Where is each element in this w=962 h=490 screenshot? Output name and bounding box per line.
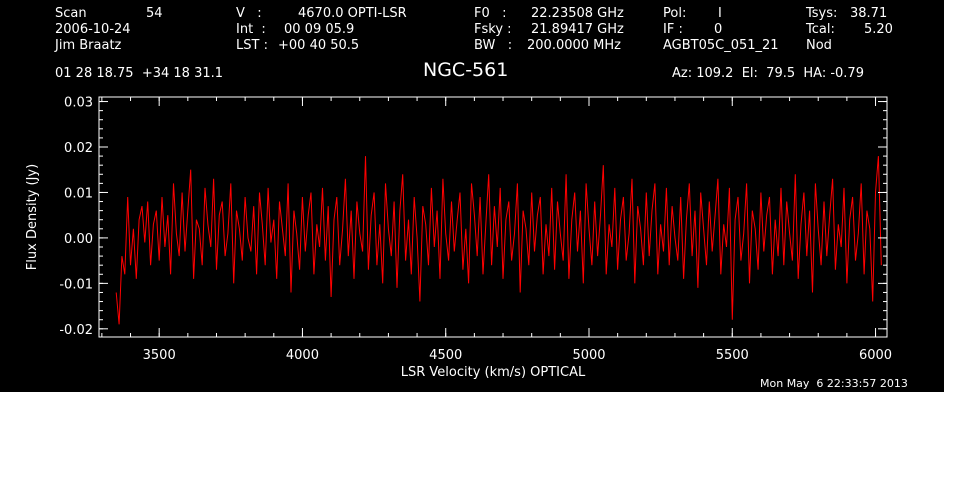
x-tick-label: 4000 [286, 348, 319, 363]
x-tick-label: 5500 [716, 348, 749, 363]
plot-frame [98, 96, 888, 338]
velocity-label: V : [236, 6, 262, 21]
pol-value: I [718, 6, 722, 21]
x-tick-label: 3500 [143, 348, 176, 363]
observer-name: Jim Braatz [55, 38, 122, 53]
timestamp: Mon May 6 22:33:57 2013 [760, 377, 908, 390]
obs-mode: Nod [806, 38, 832, 53]
x-tick-label: 6000 [859, 348, 892, 363]
y-tick-label: 0.03 [64, 96, 93, 111]
x-axis-label: LSR Velocity (km/s) OPTICAL [401, 365, 586, 380]
velocity-value: 4670.0 OPTI-LSR [298, 6, 407, 21]
tsys-label: Tsys: [806, 6, 838, 21]
pointing-info: Az: 109.2 El: 79.5 HA: -0.79 [672, 66, 864, 81]
lst-label: LST : [236, 38, 268, 53]
int-label: Int : [236, 22, 266, 37]
spectrum-plot: 3500 4000 4500 5000 5500 6000 -0.02 -0.01 0.00 0.… [25, 96, 892, 380]
int-value: 00 09 05.9 [284, 22, 355, 37]
y-tick-label: 0.01 [64, 186, 93, 201]
project-id: AGBT05C_051_21 [663, 38, 779, 53]
if-label: IF : [663, 22, 683, 37]
y-tick-label: 0.00 [64, 232, 93, 247]
spectrum-line-0 [115, 156, 882, 325]
fsky-label: Fsky : [474, 22, 512, 37]
pol-label: Pol: [663, 6, 687, 21]
spectrum-trace [115, 156, 882, 325]
y-tick-label: -0.02 [59, 323, 93, 338]
scan-label: Scan [55, 6, 87, 21]
obs-date: 2006-10-24 [55, 22, 131, 37]
tsys-value: 38.71 [850, 6, 888, 21]
axis-ticks: 3500 4000 4500 5000 5500 6000 -0.02 -0.01 0.00 0.… [59, 96, 892, 363]
plot-window: Scan 54 V : 4670.0 OPTI-LSR F0 : 22.2350… [0, 0, 944, 392]
bw-label: BW : [474, 38, 513, 53]
y-tick-label: 0.02 [64, 141, 93, 156]
x-tick-label: 5000 [572, 348, 605, 363]
f0-label: F0 : [474, 6, 507, 21]
lst-value: +00 40 50.5 [278, 38, 360, 53]
bw-value: 200.0000 MHz [527, 38, 621, 53]
source-coordinates: 01 28 18.75 +34 18 31.1 [55, 66, 224, 81]
source-title: NGC-561 [423, 59, 509, 81]
if-value: 0 [714, 22, 723, 37]
f0-value: 22.23508 GHz [531, 6, 624, 21]
y-tick-label: -0.01 [59, 277, 93, 292]
y-axis-label: Flux Density (Jy) [25, 164, 40, 270]
scan-value: 54 [146, 6, 163, 21]
fsky-value: 21.89417 GHz [531, 22, 624, 37]
tcal-value: 5.20 [864, 22, 893, 37]
tcal-label: Tcal: [806, 22, 835, 37]
x-tick-label: 4500 [429, 348, 462, 363]
